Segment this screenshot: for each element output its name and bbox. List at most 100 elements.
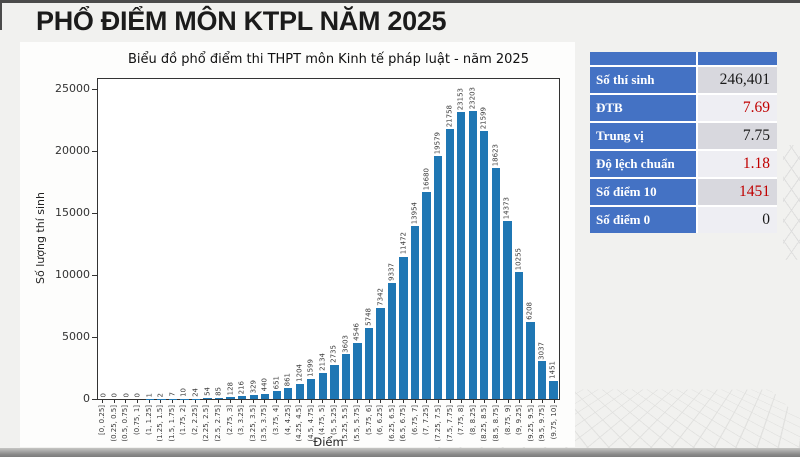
bar-bin: 24 (190, 79, 202, 399)
bar-value-label: 4546 (352, 322, 361, 341)
y-tick-mark (92, 399, 97, 400)
bar-value-label: 10 (179, 387, 188, 397)
bar-value-label: 13954 (410, 201, 419, 224)
bar (180, 398, 189, 399)
window-bottom-band (0, 448, 800, 457)
stat-value: 7.75 (698, 123, 777, 149)
x-tick-label: (3.75, 4] (271, 405, 280, 435)
bar-value-label: 16680 (422, 167, 431, 191)
x-tick-label: (1.75, 2] (179, 405, 188, 435)
stat-label: Số thí sinh (590, 67, 696, 93)
x-axis-title: Điểm (313, 435, 344, 449)
bar (191, 398, 201, 399)
y-tick-mark (92, 213, 97, 214)
x-tick: (3.5, 3.75] (259, 400, 271, 442)
bar-bin: 1599 (306, 79, 318, 399)
bar-value-label: 3037 (537, 341, 546, 360)
bar-bin: 21758 (444, 79, 456, 399)
bar-bin: 861 (283, 79, 295, 399)
stat-value: 246,401 (698, 67, 777, 93)
bar (526, 322, 535, 399)
bar-value-label: 0 (99, 392, 108, 397)
x-tick: (2, 2.25] (190, 400, 202, 442)
diamond-edge-pattern (783, 145, 800, 260)
x-tick: (8.75, 9] (502, 400, 514, 442)
x-tick: (5.5, 5.75] (352, 400, 364, 442)
x-tick: (7.5, 7.75] (444, 400, 456, 442)
x-tick: (0.75, 1] (132, 400, 144, 442)
x-tick-label: (4.75, 5] (318, 405, 327, 435)
bar (434, 156, 443, 399)
bar (399, 256, 408, 399)
stats-header-value-cell (698, 52, 777, 65)
bar-value-label: 2 (156, 392, 165, 397)
bar-value-label: 14373 (502, 196, 511, 219)
bar-value-label: 1204 (295, 364, 304, 383)
bar (491, 168, 500, 399)
bar-value-label: 54 (203, 387, 212, 397)
bar (480, 131, 489, 399)
bar-bin: 7 (167, 79, 179, 399)
chart-title: Biểu đồ phổ điểm thi THPT môn Kinh tế ph… (128, 52, 529, 67)
bar-value-label: 11472 (399, 232, 408, 255)
bar (353, 342, 362, 399)
bar-bin: 3603 (340, 79, 352, 399)
plot-area: 0 0 0 0 1 2 7 10 24 54 85 128 216 329 440 651 861 1204 159… (97, 78, 560, 400)
x-tick: (5.25, 5.5] (340, 400, 352, 442)
bar (387, 283, 397, 399)
bar-bin: 0 (121, 79, 133, 399)
x-tick-label: (6.75, 7] (410, 405, 419, 435)
x-tick: (4.25, 4.5] (294, 400, 306, 442)
stat-label: ĐTB (590, 95, 696, 121)
x-tick: (5, 5.25] (329, 400, 341, 442)
x-tick-label: [0, 0.25] (98, 405, 107, 435)
bar-bin: 1204 (294, 79, 306, 399)
bar (514, 271, 524, 399)
stats-header-label-cell (590, 52, 696, 65)
bar-value-label: 5748 (364, 307, 373, 326)
y-tick-label: 25000 (55, 82, 90, 95)
bar (272, 390, 281, 399)
plot-bars: 0 0 0 0 1 2 7 10 24 54 85 128 216 329 440 651 861 1204 159… (98, 79, 559, 399)
bar-bin: 2 (156, 79, 168, 399)
bar-value-label: 23153 (456, 87, 465, 110)
bar-bin: 16680 (421, 79, 433, 399)
x-tick: (9, 9.25] (514, 400, 526, 442)
x-tick: (8.25, 8.5] (479, 400, 491, 442)
slide-title: PHỔ ĐIỂM MÔN KTPL NĂM 2025 (36, 6, 447, 36)
y-tick-label: 20000 (55, 144, 90, 157)
stat-value: 1.18 (698, 151, 777, 177)
bar-value-label: 2134 (318, 352, 327, 371)
y-tick-mark (92, 275, 97, 276)
stat-label: Trung vị (590, 123, 696, 149)
x-tick: [0, 0.25] (97, 400, 109, 442)
bar-bin: 19579 (432, 79, 444, 399)
bar-value-label: 10255 (514, 247, 523, 270)
y-tick-mark (92, 89, 97, 90)
x-tick-label: (1, 1.25] (144, 405, 153, 435)
x-tick: (6.5, 6.75] (398, 400, 410, 442)
bar (284, 388, 293, 399)
bar-bin: 11472 (398, 79, 410, 399)
bar-bin: 21599 (479, 79, 491, 399)
bar-bin: 14373 (502, 79, 514, 399)
x-tick-label: (0.75, 1] (133, 405, 142, 435)
x-tick-label: (9, 9.25] (515, 405, 524, 435)
bar-bin: 1451 (548, 79, 560, 399)
bar (457, 111, 466, 399)
bar-value-label: 7342 (376, 288, 385, 306)
y-tick-label: 0 (83, 392, 90, 405)
x-tick-label: (6, 6.25] (376, 405, 385, 435)
bar-bin: 440 (259, 79, 271, 399)
bar (214, 397, 224, 399)
bar-bin: 9337 (386, 79, 398, 399)
bar (445, 129, 454, 399)
bar-bin: 1 (144, 79, 156, 399)
x-tick-label: (8.75, 9] (503, 405, 512, 435)
x-tick-label: (8, 8.25] (468, 405, 477, 435)
x-tick: (2.25, 2.5] (201, 400, 213, 442)
bar-value-label: 7 (168, 392, 177, 397)
x-tick: (3, 3.25] (236, 400, 248, 442)
y-tick-label: 10000 (55, 268, 90, 281)
